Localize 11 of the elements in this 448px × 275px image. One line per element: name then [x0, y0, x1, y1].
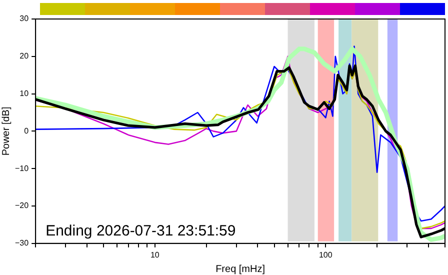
x-tick-label: 100 [318, 250, 333, 260]
y-tick-label: 20 [20, 52, 30, 61]
annotation: Ending 2026-07-31 23:51:59 [46, 222, 236, 240]
y-tick-label: −30 [14, 238, 30, 248]
x-axis-title: Freq [mHz] [216, 264, 266, 275]
y-tick-label: 30 [20, 14, 30, 24]
y-axis-title: Power [dB] [0, 106, 12, 156]
y-tick-label: −10 [14, 164, 30, 173]
y-tick-label: 10 [20, 89, 30, 98]
y-tick-label: −20 [14, 201, 30, 210]
y-tick-label: 0 [24, 126, 30, 136]
